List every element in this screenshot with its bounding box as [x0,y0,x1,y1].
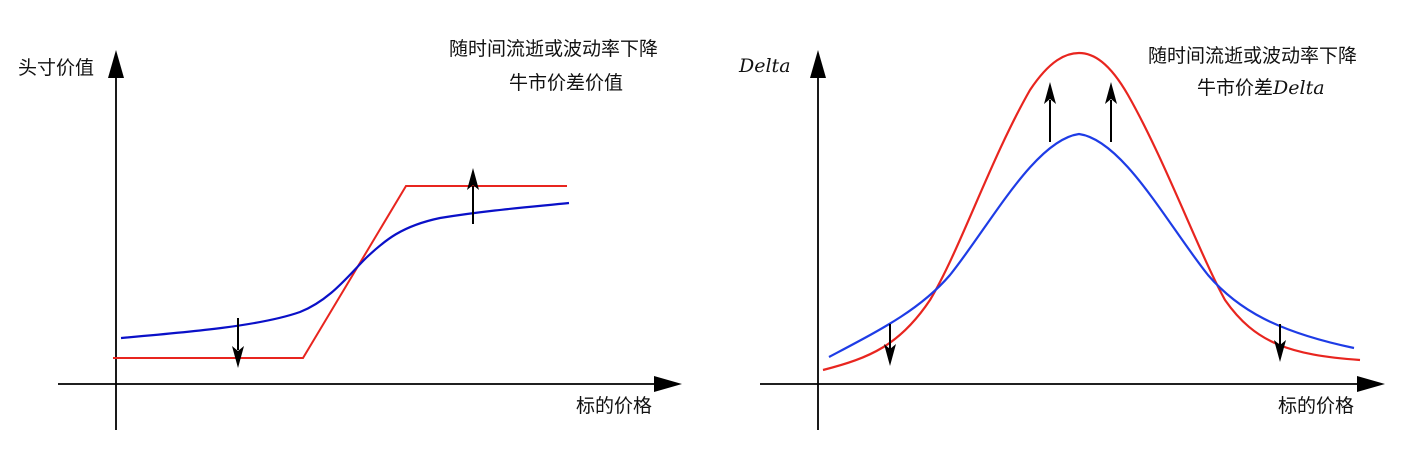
right-axes [760,50,1385,430]
right-x-axis-arrowhead [1357,376,1385,392]
right-annotation-line2: 牛市价差Delta [1197,77,1325,99]
right-down-arrow-right [1274,324,1286,362]
right-y-axis-arrowhead [810,50,826,78]
left-panel: 头寸价值 标的价格 随时间流逝或波动率下降 牛市价差价值 [18,38,682,430]
left-down-arrow [232,318,244,368]
right-annotation-line2-text: 牛市价差 [1197,77,1273,99]
left-x-axis-label: 标的价格 [576,395,652,417]
left-annotation-line1: 随时间流逝或波动率下降 [449,38,658,60]
left-axes [58,50,682,430]
right-y-axis-label: Delta [738,55,791,77]
left-x-axis-arrowhead [654,376,682,392]
right-red-delta-curve [822,51,1361,372]
left-blue-value-curve [120,201,570,340]
right-down-arrow-left [884,324,896,366]
right-x-axis-label: 标的价格 [1278,395,1354,417]
left-up-arrow [467,168,479,224]
left-red-value-curve [113,185,567,359]
right-up-arrow-left [1044,82,1056,142]
left-annotation-line2: 牛市价差价值 [509,72,623,94]
right-blue-delta-curve [828,132,1355,358]
left-y-axis-arrowhead [108,50,124,78]
right-up-arrow-right [1105,82,1117,142]
right-panel: Delta 标的价格 随时间流逝或波动率下降 牛市价差Delta [738,45,1385,430]
right-annotation-line2-math: Delta [1272,77,1325,99]
left-y-axis-label: 头寸价值 [18,57,94,79]
right-annotation-line1: 随时间流逝或波动率下降 [1148,45,1357,67]
